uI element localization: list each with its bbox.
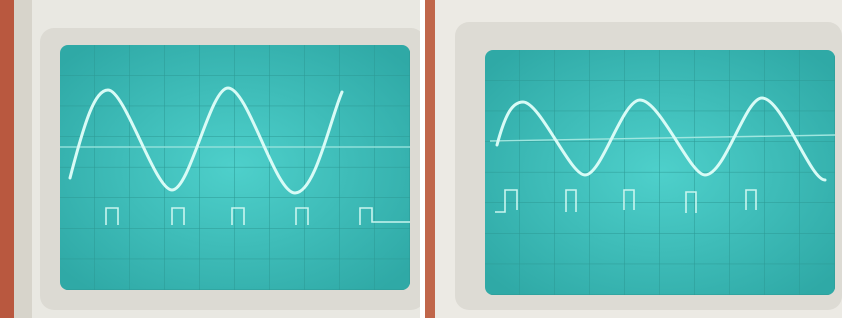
photo [0,0,842,318]
bezel-shadow [14,0,32,318]
page: Oscilloscope screens {} html, body { mar… [0,0,842,318]
right-photo [425,0,842,318]
body [0,0,842,318]
edge [425,0,435,318]
edge [0,0,14,318]
left-photo [0,0,425,318]
divider [420,0,425,318]
graticule [60,45,410,290]
graticule [485,50,835,295]
